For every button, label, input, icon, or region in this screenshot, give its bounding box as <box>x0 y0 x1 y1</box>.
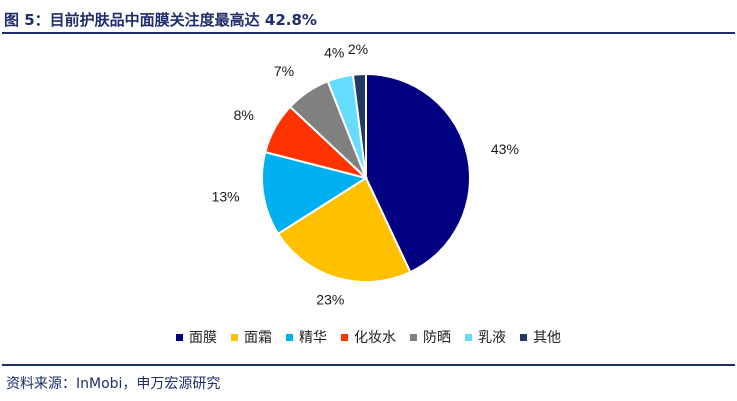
legend-item-6: 其他 <box>520 327 561 347</box>
slice-value-label-1: 23% <box>316 292 344 308</box>
legend-item-5: 乳液 <box>465 327 506 347</box>
pie-slice-0 <box>365 72 471 274</box>
legend-swatch <box>176 333 183 341</box>
slice-value-label-3: 8% <box>234 107 254 123</box>
pie-slice-2 <box>261 150 369 236</box>
slice-value-label-4: 7% <box>274 63 294 79</box>
pie-slice-1 <box>276 176 412 283</box>
source-note: 资料来源：InMobi，申万宏源研究 <box>6 376 221 392</box>
legend-swatch <box>341 333 348 341</box>
slice-value-label-2: 13% <box>212 189 240 205</box>
legend-label: 其他 <box>533 330 561 346</box>
pie-slice-6 <box>351 72 367 179</box>
legend-item-4: 防晒 <box>410 327 451 347</box>
chart-legend: 面膜 面霜 精华 化妆水 防晒 乳液 其他 <box>0 327 737 347</box>
legend-label: 化妆水 <box>354 330 396 346</box>
legend-label: 面膜 <box>189 330 217 346</box>
slice-value-label-0: 43% <box>491 141 519 157</box>
figure-title: 图 5：目前护肤品中面膜关注度最高达 42.8% <box>4 11 317 29</box>
title-divider <box>2 32 735 34</box>
legend-swatch <box>286 333 293 341</box>
pie-chart: 43% 23% 13% 8% 7% 4% 2% <box>212 41 519 308</box>
legend-swatch <box>231 333 238 341</box>
legend-swatch <box>410 333 417 341</box>
legend-item-0: 面膜 <box>176 327 217 347</box>
legend-swatch <box>520 333 527 341</box>
legend-label: 防晒 <box>423 330 451 346</box>
pie-slices <box>261 72 471 283</box>
legend-swatch <box>465 333 472 341</box>
legend-item-2: 精华 <box>286 327 327 347</box>
slice-value-label-5: 4% <box>324 45 344 61</box>
legend-label: 乳液 <box>478 330 506 346</box>
slice-value-label-6: 2% <box>348 41 368 57</box>
pie-labels: 43% 23% 13% 8% 7% 4% 2% <box>212 41 519 308</box>
legend-item-1: 面霜 <box>231 327 272 347</box>
legend-label: 精华 <box>299 330 327 346</box>
legend-label: 面霜 <box>244 330 272 346</box>
legend-item-3: 化妆水 <box>341 327 396 347</box>
source-divider <box>2 364 735 366</box>
